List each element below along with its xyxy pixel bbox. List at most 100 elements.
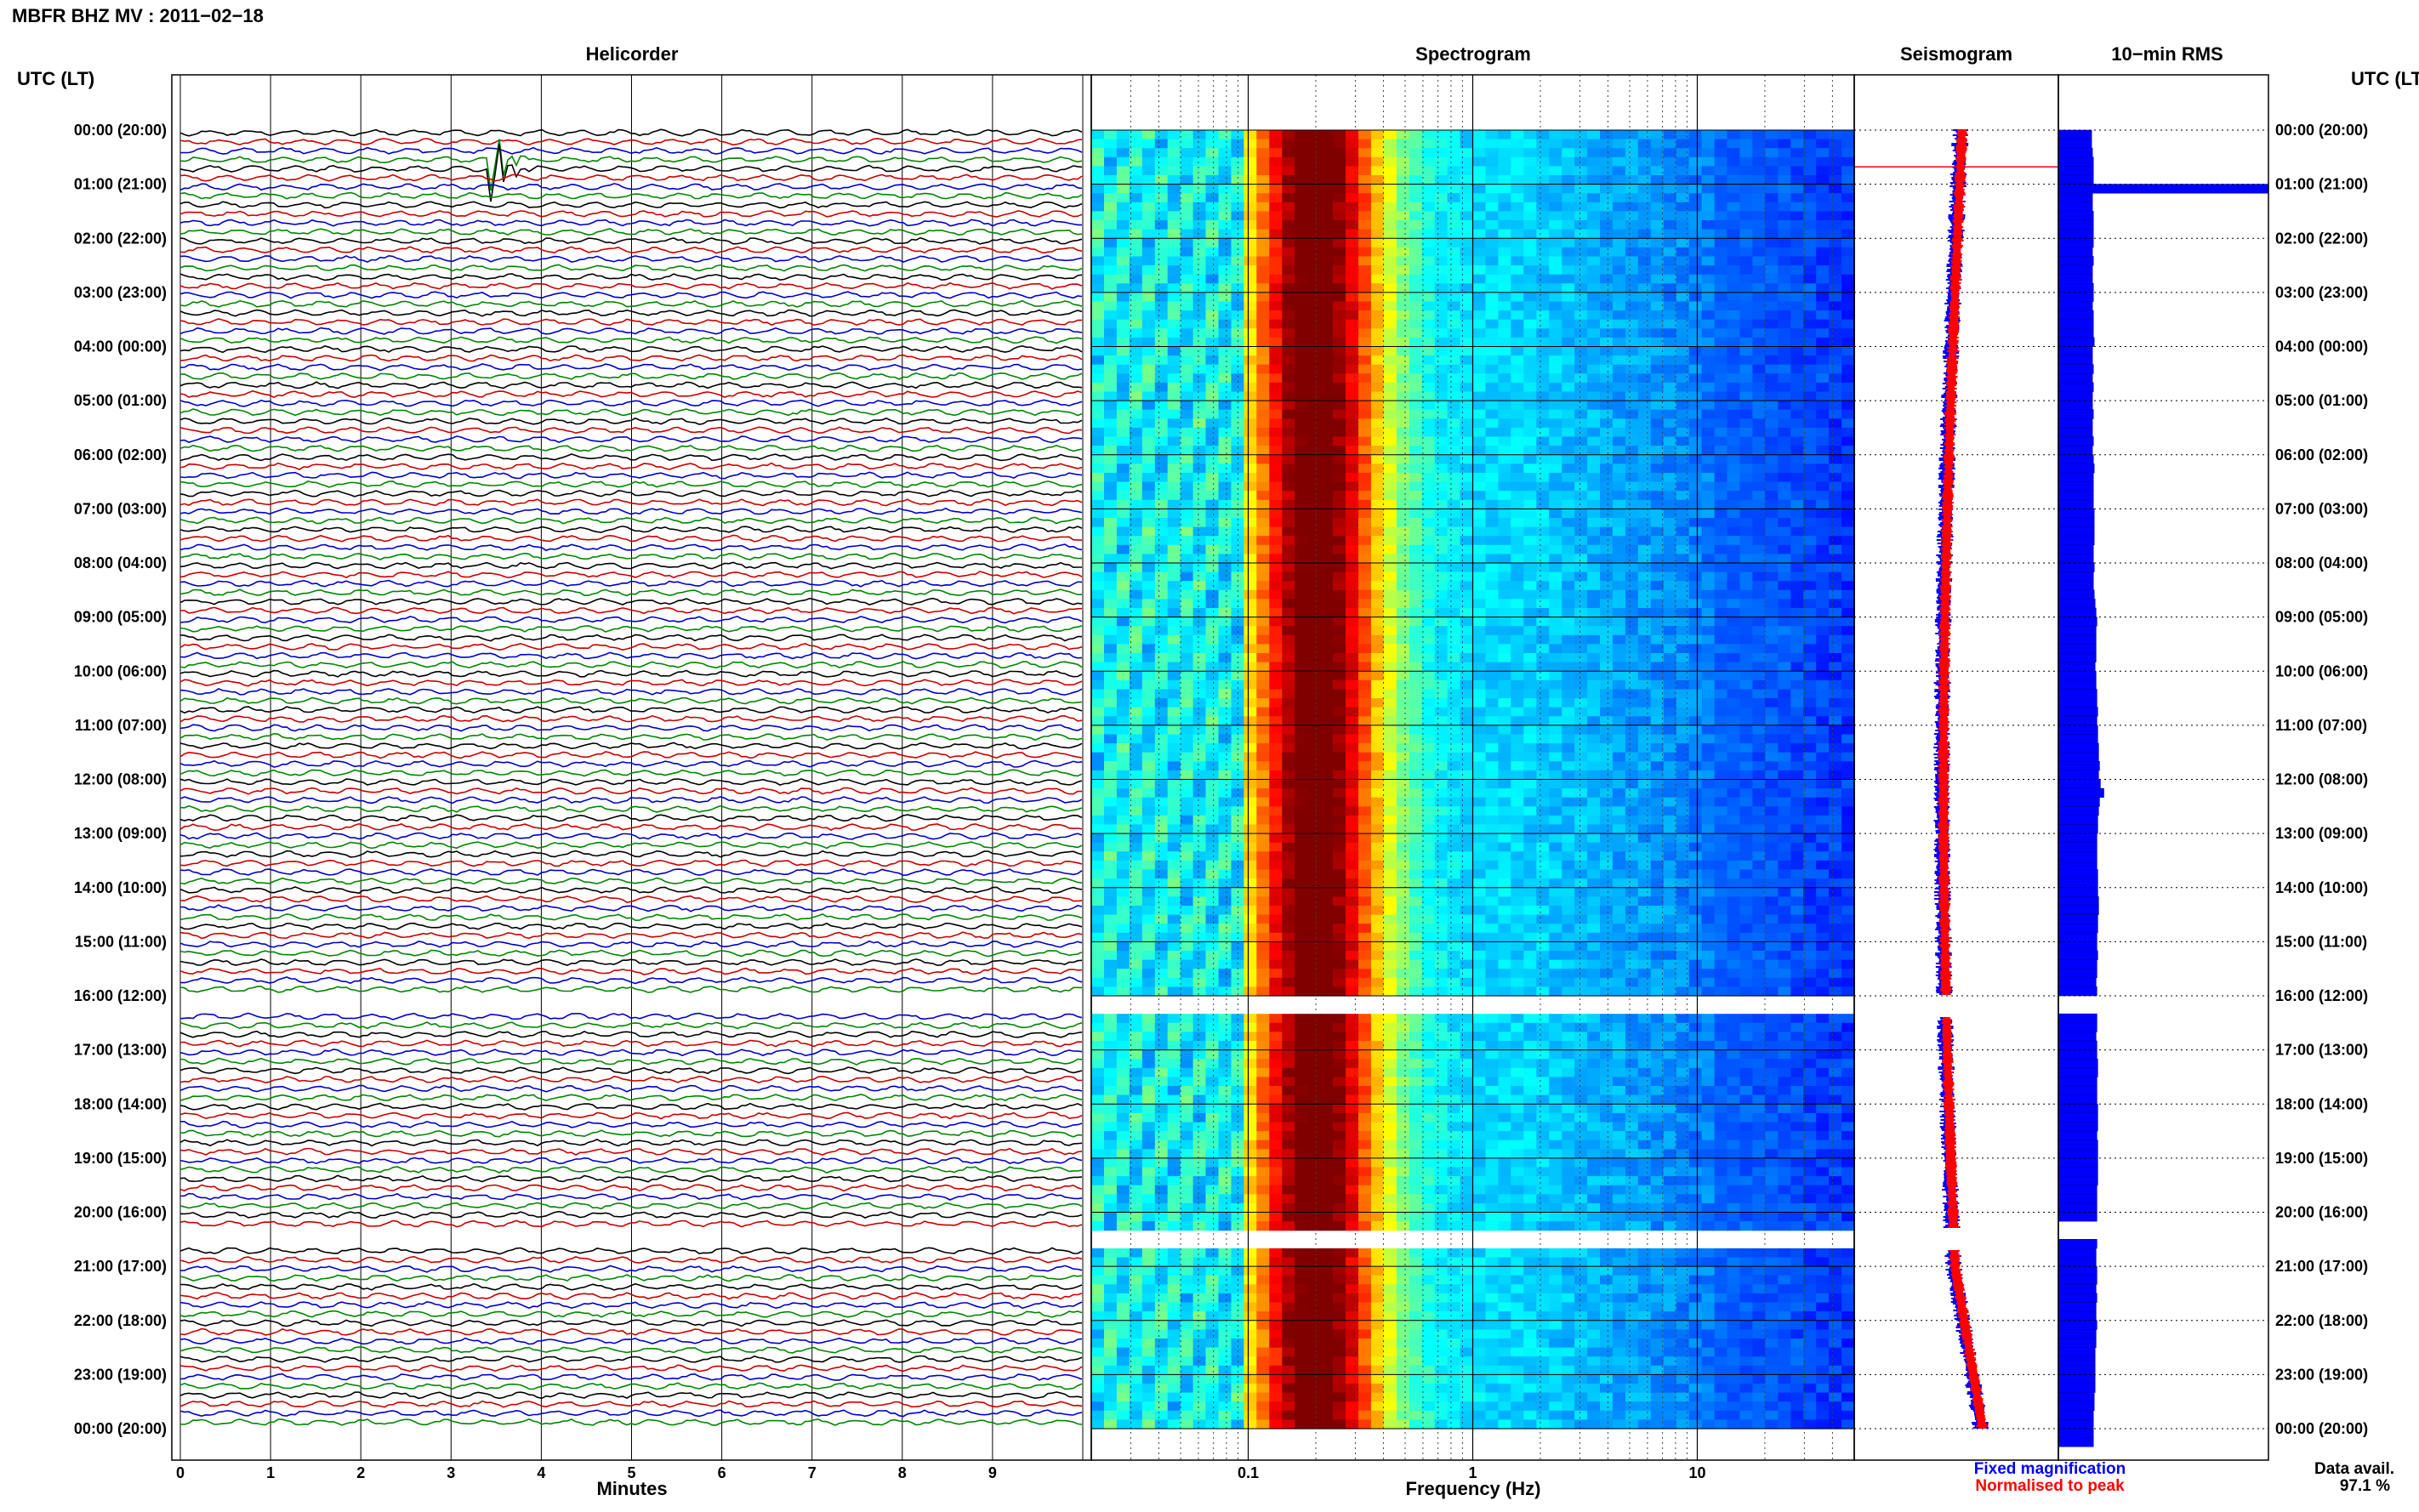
spectrogram-cell: [1714, 626, 1728, 636]
spectrogram-cell: [1676, 770, 1690, 781]
spectrogram-cell: [1803, 554, 1817, 564]
spectrogram-cell: [1536, 238, 1550, 248]
spectrogram-cell: [1816, 842, 1830, 852]
helicorder-trace: [179, 246, 1083, 254]
spectrogram-cell: [1523, 328, 1538, 338]
spectrogram-cell: [1778, 229, 1791, 239]
spectrogram-cell: [1498, 698, 1512, 708]
spectrogram-cell: [1282, 716, 1296, 726]
spectrogram-cell: [1346, 761, 1359, 771]
spectrogram-cell: [1829, 526, 1842, 537]
spectrogram-cell: [1841, 220, 1855, 230]
spectrogram-cell: [1282, 626, 1296, 636]
spectrogram-cell: [1549, 509, 1562, 519]
spectrogram-cell: [1205, 283, 1220, 293]
spectrogram-cell: [1536, 581, 1550, 591]
spectrogram-cell: [1637, 526, 1652, 537]
spectrogram-cell: [1663, 806, 1677, 816]
spectrogram-cell: [1091, 337, 1105, 348]
spectrogram-cell: [1154, 536, 1169, 546]
spectrogram-cell: [1091, 662, 1105, 672]
spectrogram-cell: [1434, 707, 1449, 717]
spectrogram-cell: [1829, 617, 1842, 627]
spectrogram-cell: [1637, 265, 1652, 276]
spectrogram-cell: [1536, 166, 1550, 176]
spectrogram-cell: [1346, 175, 1359, 185]
helicorder-trace: [179, 1409, 1083, 1418]
spectrogram-cell: [1180, 833, 1194, 844]
spectrogram-cell: [1218, 824, 1232, 834]
spectrogram-cell: [1650, 274, 1665, 284]
spectrogram-cell: [1714, 292, 1728, 303]
spectrogram-cell: [1295, 427, 1308, 438]
spectrogram-cell: [1116, 554, 1130, 564]
spectrogram-cell: [1460, 679, 1474, 691]
spectrogram-cell: [1396, 599, 1410, 609]
spectrogram-cell: [1701, 815, 1716, 826]
spectrogram-cell: [1829, 589, 1842, 600]
spectrogram-cell: [1269, 265, 1283, 276]
spectrogram-cell: [1498, 220, 1512, 230]
spectrogram-cell: [1549, 265, 1562, 276]
spectrogram-cell: [1116, 752, 1130, 762]
spectrogram-cell: [1511, 256, 1525, 266]
spectrogram-cell: [1333, 571, 1346, 582]
spectrogram-cell: [1320, 418, 1334, 429]
spectrogram-cell: [1727, 274, 1741, 284]
spectrogram-cell: [1663, 644, 1677, 654]
spectrogram-cell: [1346, 608, 1359, 618]
spectrogram-cell: [1116, 617, 1130, 627]
spectrogram-cell: [1244, 698, 1258, 708]
spectrogram-cell: [1269, 689, 1283, 699]
spectrogram-cell: [1447, 346, 1461, 356]
spectrogram-cell: [1472, 491, 1487, 501]
spectrogram-cell: [1346, 526, 1359, 537]
spectrogram-cell: [1333, 364, 1346, 374]
spectrogram-cell: [1549, 148, 1562, 158]
spectrogram-cell: [1472, 617, 1487, 627]
spectrogram-cell: [1269, 752, 1283, 762]
spectrogram-cell: [1574, 617, 1588, 627]
spectrogram-cell: [1154, 328, 1169, 338]
spectrogram-cell: [1523, 716, 1538, 726]
spectrogram-cell: [1421, 752, 1436, 762]
spectrogram-cell: [1765, 833, 1779, 844]
spectrogram-cell: [1498, 310, 1512, 321]
spectrogram-cell: [1829, 509, 1842, 519]
spectrogram-cell: [1701, 589, 1716, 600]
spectrogram-cell: [1778, 626, 1791, 636]
spectrogram-cell: [1562, 193, 1575, 203]
spectrogram-cell: [1663, 716, 1677, 726]
spectrogram-cell: [1421, 175, 1436, 185]
spectrogram-cell: [1116, 734, 1130, 744]
spectrogram-cell: [1333, 815, 1346, 826]
spectrogram-cell: [1104, 644, 1118, 654]
spectrogram-cell: [1141, 175, 1156, 185]
spectrogram-cell: [1282, 725, 1296, 736]
helicorder-trace: [179, 1282, 1083, 1291]
spectrogram-cell: [1358, 761, 1372, 771]
spectrogram-cell: [1752, 544, 1767, 554]
spectrogram-cell: [1383, 454, 1397, 464]
spectrogram-cell: [1790, 166, 1804, 176]
spectrogram-cell: [1587, 824, 1601, 834]
spectrogram-cell: [1358, 193, 1372, 203]
spectrogram-cell: [1562, 554, 1575, 564]
spectrogram-cell: [1346, 679, 1359, 691]
spectrogram-cell: [1637, 671, 1652, 681]
spectrogram-cell: [1154, 679, 1169, 691]
spectrogram-cell: [1727, 130, 1741, 140]
spectrogram-cell: [1396, 310, 1410, 321]
spectrogram-cell: [1269, 815, 1283, 826]
spectrogram-cell: [1333, 788, 1346, 799]
spectrogram-cell: [1587, 328, 1601, 338]
spectrogram-cell: [1192, 509, 1207, 519]
spectrogram-cell: [1460, 518, 1474, 528]
spectrogram-cell: [1841, 589, 1855, 600]
spectrogram-cell: [1600, 662, 1614, 672]
spectrogram-cell: [1154, 355, 1169, 366]
spectrogram-cell: [1676, 509, 1690, 519]
spectrogram-cell: [1409, 544, 1423, 554]
spectrogram-cell: [1192, 436, 1207, 446]
spectrogram-cell: [1790, 391, 1804, 401]
